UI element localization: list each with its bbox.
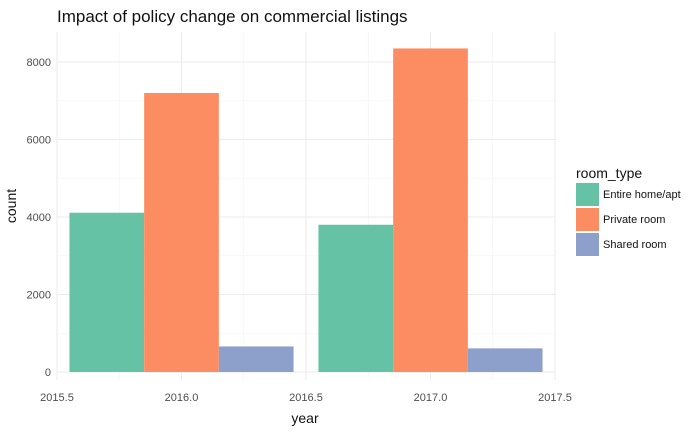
bars — [69, 48, 543, 372]
y-tick-label: 0 — [45, 367, 51, 379]
bar-private-room-2017 — [393, 48, 468, 372]
y-tick-label: 8000 — [27, 57, 51, 69]
bar-private-room-2016 — [144, 93, 219, 372]
x-tick-label: 2017.5 — [538, 392, 572, 404]
y-tick-label: 6000 — [27, 135, 51, 147]
x-tick-label: 2016.0 — [165, 392, 199, 404]
legend-swatch — [576, 233, 599, 256]
legend-label: Private room — [603, 214, 665, 226]
legend-label: Shared room — [603, 239, 667, 251]
y-axis-title: count — [3, 189, 19, 223]
legend-swatch — [576, 208, 599, 231]
bar-shared-room-2017 — [467, 348, 543, 372]
x-axis-title: year — [291, 410, 319, 426]
x-tick-label: 2016.5 — [289, 392, 323, 404]
legend-title: room_type — [576, 165, 642, 181]
x-tick-label: 2015.5 — [40, 392, 74, 404]
legend-label: Entire home/apt — [603, 189, 681, 201]
x-axis-ticks: 2015.5 2016.0 2016.5 2017.0 2017.5 — [40, 392, 572, 404]
bar-shared-room-2016 — [218, 346, 294, 372]
legend: room_type Entire home/apt Private room Sha… — [576, 165, 681, 256]
y-axis-ticks: 0 2000 4000 6000 8000 — [27, 57, 51, 379]
legend-swatch — [576, 183, 599, 206]
y-tick-label: 2000 — [27, 290, 51, 302]
bar-entire-home-apt-2016 — [69, 212, 145, 372]
chart-title: Impact of policy change on commercial li… — [57, 7, 408, 26]
y-tick-label: 4000 — [27, 212, 51, 224]
x-tick-label: 2017.0 — [414, 392, 448, 404]
bar-entire-home-apt-2017 — [318, 224, 394, 372]
